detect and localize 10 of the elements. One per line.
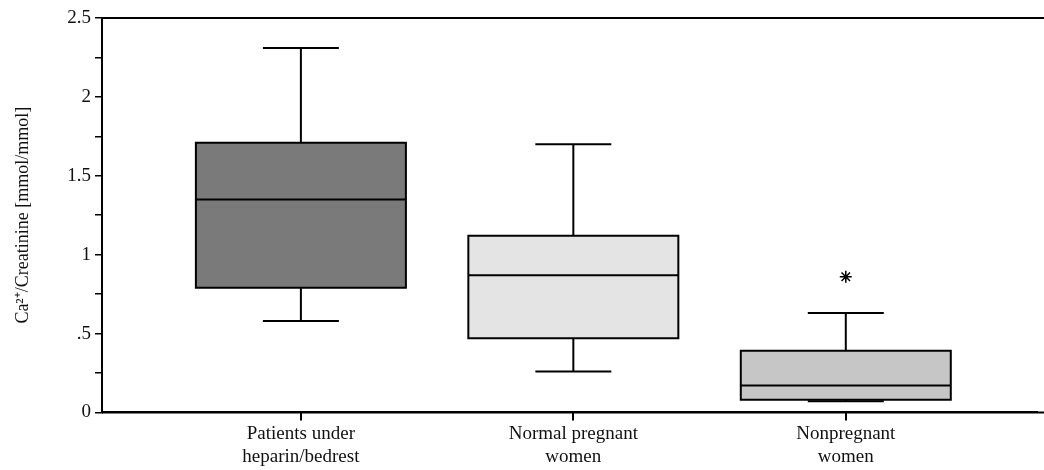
x-tick-label: Patients under heparin/bedrest: [242, 421, 361, 466]
x-tick-label: Normal pregnant women: [508, 421, 639, 466]
y-tick-label: 1.5: [67, 163, 91, 185]
y-axis-title: Ca²⁺/Creatinine [mmol/mmol]: [11, 106, 32, 324]
y-tick-label: 1: [81, 242, 91, 264]
x-tick-label: Nonpregnant women: [796, 421, 897, 466]
y-tick-label: .5: [76, 321, 91, 343]
y-tick-label: 2: [81, 84, 91, 106]
y-tick-label: 2.5: [67, 5, 91, 27]
y-tick-label: 0: [81, 400, 91, 422]
